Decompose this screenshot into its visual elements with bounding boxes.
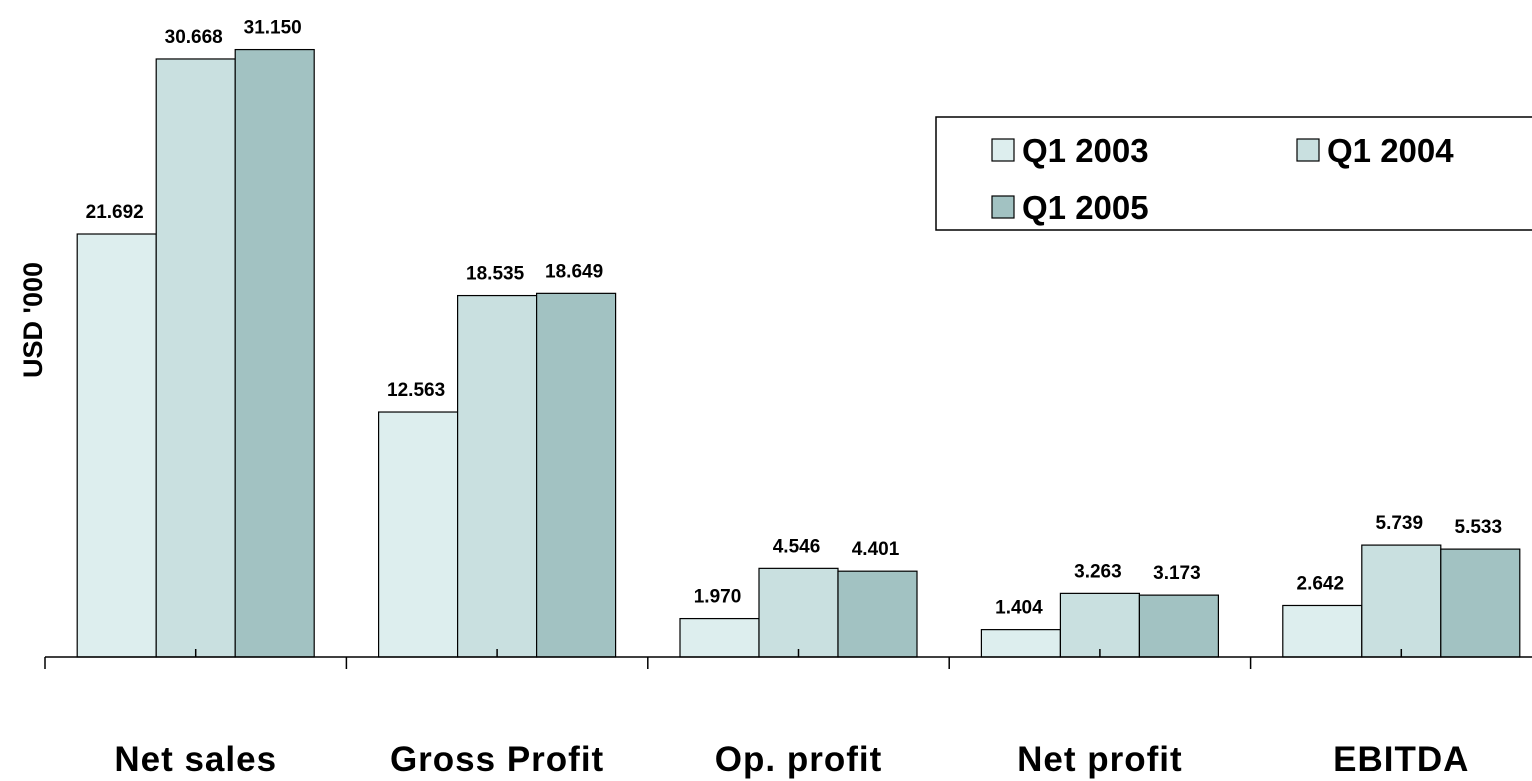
value-label: 5.533 xyxy=(1455,517,1503,538)
legend-box xyxy=(935,116,1532,231)
bar xyxy=(457,294,538,658)
bar xyxy=(1059,592,1141,658)
legend-label: Q1 2004 xyxy=(1327,132,1454,169)
value-label: 2.642 xyxy=(1297,573,1345,594)
x-tick-label: Gross Profit xyxy=(390,740,604,779)
value-label: 4.401 xyxy=(852,539,900,560)
bar xyxy=(535,292,617,658)
value-label: 1.404 xyxy=(995,598,1043,619)
x-tick-label: Net sales xyxy=(114,740,277,779)
value-label: 30.668 xyxy=(165,27,223,48)
legend-label: Q1 2005 xyxy=(1022,189,1149,226)
legend-swatch xyxy=(991,138,1015,162)
value-label: 3.173 xyxy=(1153,563,1201,584)
bar xyxy=(1282,604,1363,658)
value-label: 4.546 xyxy=(773,536,821,557)
bar xyxy=(155,58,236,658)
bar xyxy=(234,48,315,658)
bar xyxy=(1138,594,1220,658)
x-tick-label: Net profit xyxy=(1017,740,1183,779)
bar xyxy=(1440,548,1521,658)
x-tick-label: EBITDA xyxy=(1333,740,1469,779)
bar xyxy=(837,570,918,658)
value-label: 18.649 xyxy=(545,261,603,282)
y-axis-label: USD '000 xyxy=(18,262,48,378)
x-tick-label: Op. profit xyxy=(715,740,882,779)
value-label: 1.970 xyxy=(694,587,742,608)
value-label: 18.535 xyxy=(466,264,525,285)
bar xyxy=(980,629,1062,658)
bar xyxy=(378,411,459,658)
bar xyxy=(758,567,839,658)
bar xyxy=(1361,544,1442,658)
value-label: 3.263 xyxy=(1074,561,1122,582)
legend-label: Q1 2003 xyxy=(1022,132,1149,169)
legend-swatch xyxy=(991,195,1015,219)
bar xyxy=(76,233,157,658)
value-label: 21.692 xyxy=(86,202,144,223)
value-label: 5.739 xyxy=(1376,513,1424,534)
legend-swatch xyxy=(1296,138,1320,162)
bar xyxy=(679,617,760,658)
value-label: 31.150 xyxy=(244,18,302,39)
value-label: 12.563 xyxy=(387,380,445,401)
